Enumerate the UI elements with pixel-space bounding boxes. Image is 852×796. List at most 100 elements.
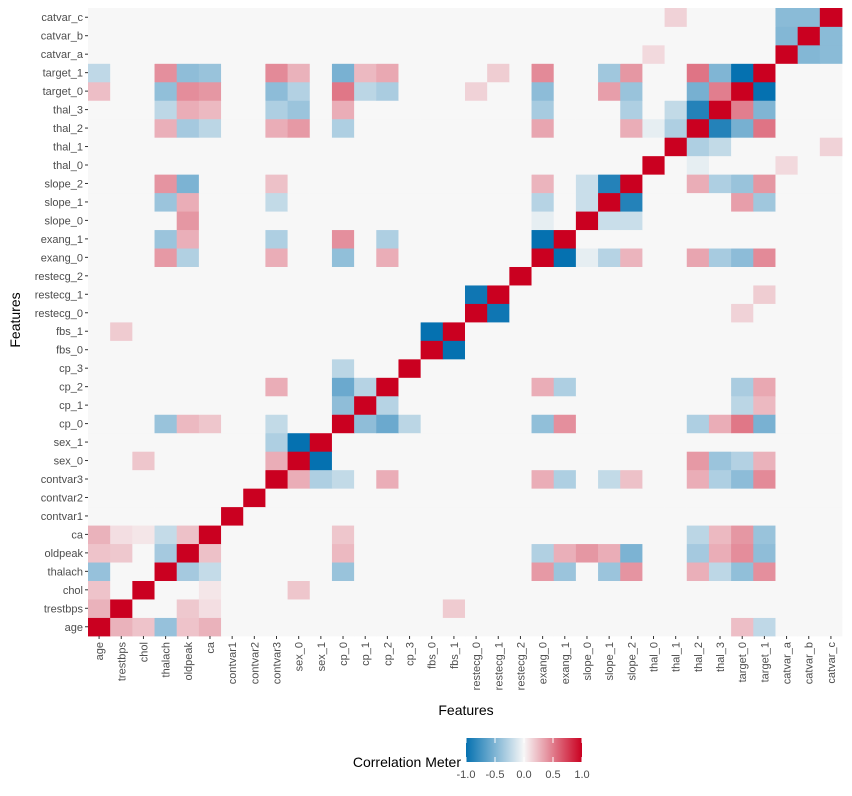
heatmap-cell-slope_1-slope_0: [575, 192, 599, 212]
heatmap-cell-catvar_c-restecg_1: [487, 8, 510, 27]
heatmap-cell-restecg_0-contvar2: [243, 303, 266, 323]
heatmap-cell-catvar_c-thal_1: [664, 8, 688, 27]
y-tick-labels: age trestbps chol thalach oldpeak ca contvar1 c…: [35, 12, 88, 634]
heatmap-cell-restecg_1-cp_0: [331, 285, 355, 304]
heatmap-cell-ca-exang_0: [531, 525, 555, 545]
heatmap-cell-chol-contvar2: [243, 580, 266, 600]
heatmap-cell-ca-fbs_1: [442, 525, 466, 545]
heatmap-cell-thal_1-restecg_1: [487, 137, 510, 157]
heatmap-cell-thal_2-ca: [198, 118, 222, 138]
heatmap-cell-chol-slope_1: [598, 580, 621, 600]
x-tick-sex_0: sex_0: [294, 642, 306, 671]
heatmap-cell-exang_1-thal_1: [664, 229, 688, 249]
heatmap-cell-thal_3-contvar1: [221, 100, 244, 120]
heatmap-cell-thal_1-contvar3: [265, 137, 288, 157]
heatmap-cell-fbs_0-slope_0: [575, 340, 599, 360]
heatmap-cell-slope_2-slope_0: [575, 174, 599, 194]
heatmap-cell-cp_1-cp_3: [398, 395, 422, 415]
heatmap-cell-contvar1-contvar1: [221, 506, 244, 526]
heatmap-cell-slope_0-ca: [198, 211, 222, 231]
heatmap-cell-contvar3-contvar2: [243, 469, 266, 489]
heatmap-cell-contvar3-cp_3: [398, 469, 422, 489]
heatmap-cell-restecg_2-exang_0: [531, 266, 555, 286]
heatmap-cell-contvar1-cp_0: [331, 506, 355, 526]
heatmap-cell-oldpeak-slope_0: [575, 543, 599, 563]
heatmap-cell-thal_2-exang_0: [531, 118, 555, 138]
heatmap-cell-age-slope_1: [598, 617, 621, 637]
heatmap-cell-thal_3-exang_1: [553, 100, 577, 120]
heatmap-cell-cp_3-thalach: [154, 358, 178, 378]
heatmap-cell-thal_0-thal_0: [642, 155, 665, 175]
heatmap-cell-catvar_b-target_0: [731, 26, 754, 46]
x-tick-thal_3: thal_3: [715, 642, 727, 672]
heatmap-cell-cp_3-target_1: [753, 358, 776, 378]
heatmap-cell-contvar3-contvar1: [221, 469, 244, 489]
heatmap-cell-exang_0-thal_2: [686, 248, 710, 267]
heatmap-cell-cp_3-cp_1: [354, 358, 377, 378]
heatmap-cell-target_1-thalach: [154, 63, 178, 83]
heatmap-cell-sex_0-catvar_a: [775, 451, 799, 471]
heatmap-cell-cp_0-target_0: [731, 414, 754, 434]
heatmap-cell-cp_0-ca: [198, 414, 222, 434]
heatmap-cell-thal_2-cp_2: [376, 118, 399, 138]
heatmap-cell-thal_3-cp_2: [376, 100, 399, 120]
heatmap-cell-thal_3-cp_3: [398, 100, 422, 120]
heatmap-cell-catvar_c-restecg_2: [509, 8, 532, 27]
heatmap-cell-restecg_0-contvar3: [265, 303, 288, 323]
heatmap-cell-thal_3-sex_0: [287, 100, 311, 120]
heatmap-cell-contvar2-chol: [132, 488, 155, 508]
heatmap-cell-sex_1-contvar2: [243, 432, 266, 452]
heatmap-cell-thal_1-slope_1: [598, 137, 621, 157]
heatmap-cell-cp_2-cp_2: [376, 377, 399, 397]
heatmap-cell-catvar_a-trestbps: [110, 44, 133, 64]
heatmap-cell-cp_3-ca: [198, 358, 222, 378]
heatmap-cell-ca-trestbps: [110, 525, 133, 545]
heatmap-cell-cp_2-cp_0: [331, 377, 355, 397]
heatmap-cell-ca-slope_1: [598, 525, 621, 545]
heatmap-cell-catvar_b-thal_2: [686, 26, 710, 46]
heatmap-cell-slope_2-ca: [198, 174, 222, 194]
heatmap-cell-thal_0-contvar2: [243, 155, 266, 175]
heatmap-cell-fbs_0-contvar1: [221, 340, 244, 360]
heatmap-cell-thal_2-contvar3: [265, 118, 288, 138]
heatmap-cell-cp_1-contvar1: [221, 395, 244, 415]
heatmap-cell-exang_1-restecg_2: [509, 229, 532, 249]
heatmap-cell-contvar1-oldpeak: [176, 506, 200, 526]
heatmap-cell-restecg_2-target_0: [731, 266, 754, 286]
heatmap-cell-cp_2-exang_1: [553, 377, 577, 397]
heatmap-cell-cp_1-cp_1: [354, 395, 377, 415]
x-tick-cp_3: cp_3: [405, 642, 417, 666]
heatmap-cell-age-age: [88, 617, 111, 637]
heatmap-cell-thalach-catvar_c: [819, 562, 843, 581]
y-tick-catvar_c: catvar_c: [41, 12, 83, 24]
heatmap-cell-restecg_0-thal_1: [664, 303, 688, 323]
heatmap-cell-ca-restecg_1: [487, 525, 510, 545]
heatmap-cell-oldpeak-ca: [198, 543, 222, 563]
heatmap-cell-exang_1-cp_3: [398, 229, 422, 249]
y-tick-age: age: [65, 622, 83, 634]
heatmap-cell-oldpeak-sex_1: [309, 543, 333, 563]
heatmap-cell-restecg_2-sex_0: [287, 266, 311, 286]
heatmap-cell-cp_3-thal_3: [708, 358, 732, 378]
heatmap-cell-contvar2-cp_1: [354, 488, 377, 508]
heatmap-cell-trestbps-slope_0: [575, 599, 599, 618]
heatmap-cell-slope_2-thal_3: [708, 174, 732, 194]
heatmap-cell-age-thal_1: [664, 617, 688, 637]
heatmap-cell-catvar_b-cp_3: [398, 26, 422, 46]
heatmap-cell-slope_2-thal_1: [664, 174, 688, 194]
heatmap-cell-contvar1-exang_1: [553, 506, 577, 526]
heatmap-cell-restecg_0-oldpeak: [176, 303, 200, 323]
heatmap-cell-sex_1-target_0: [731, 432, 754, 452]
heatmap-cell-cp_3-catvar_b: [797, 358, 821, 378]
heatmap-cell-cp_2-thalach: [154, 377, 178, 397]
heatmap-cell-contvar2-sex_1: [309, 488, 333, 508]
heatmap-cell-trestbps-contvar3: [265, 599, 288, 618]
heatmap-cell-catvar_c-age: [88, 8, 111, 27]
heatmap-cell-catvar_c-trestbps: [110, 8, 133, 27]
heatmap-cell-ca-cp_2: [376, 525, 399, 545]
heatmap-cell-catvar_a-age: [88, 44, 111, 64]
heatmap-cell-thal_0-fbs_0: [420, 155, 444, 175]
heatmap-cell-slope_0-fbs_1: [442, 211, 466, 231]
heatmap-cell-trestbps-catvar_a: [775, 599, 799, 618]
